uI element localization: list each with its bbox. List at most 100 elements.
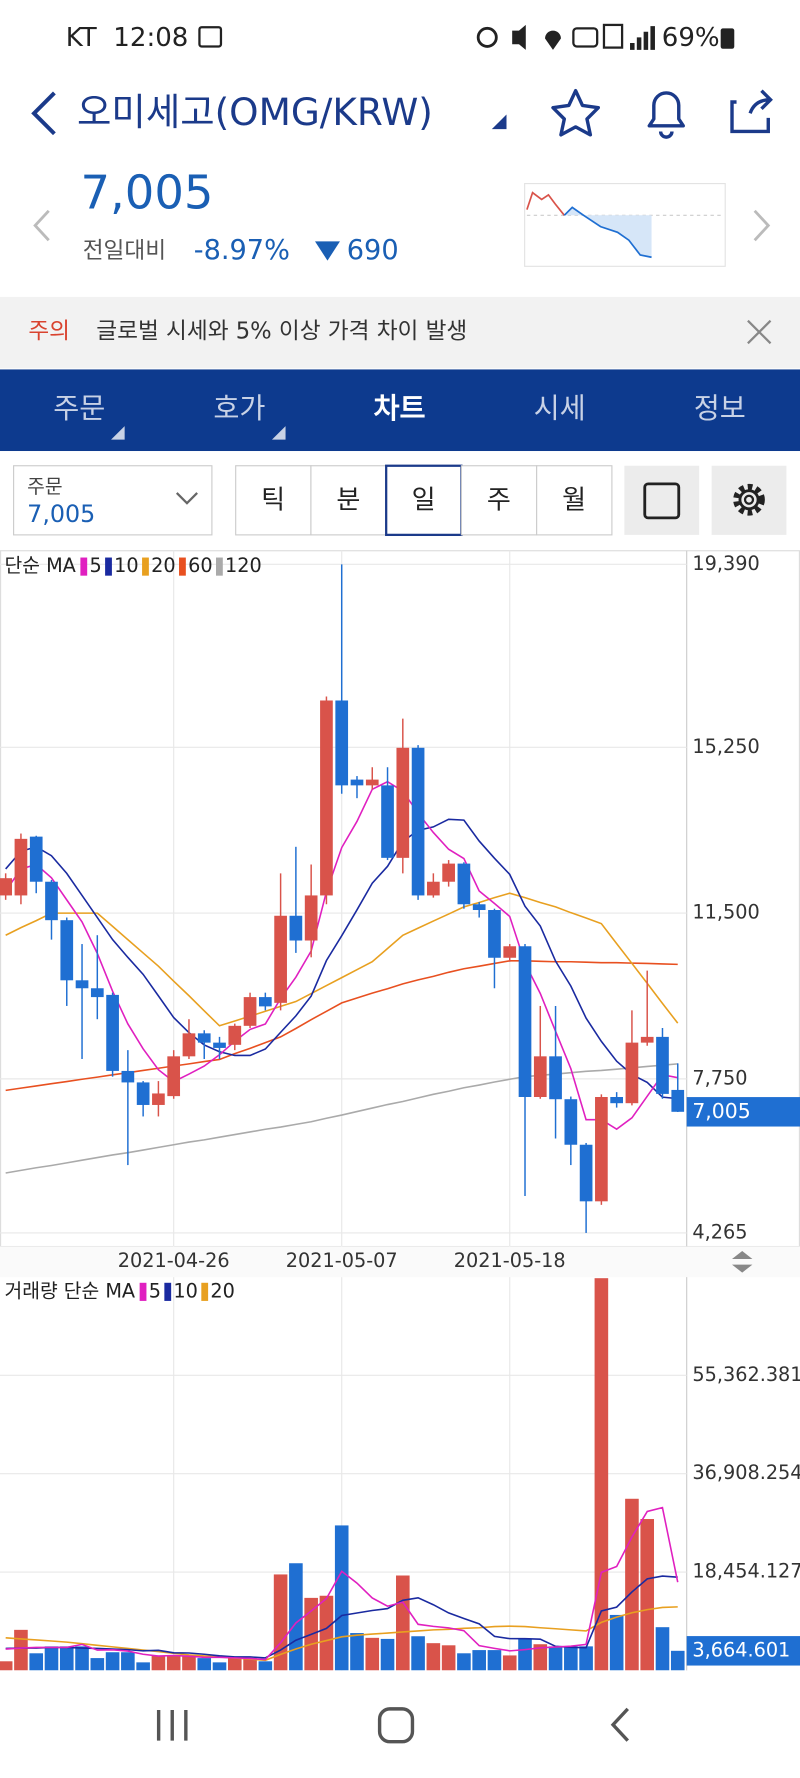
volume-bar <box>136 1662 150 1671</box>
volume-bar <box>0 1661 13 1671</box>
legend-swatch <box>80 557 88 576</box>
notice-text: 글로벌 시세와 5% 이상 가격 차이 발생 <box>96 319 467 345</box>
y-tick-label: 15,250 <box>692 735 759 758</box>
volume-bar <box>594 1278 609 1671</box>
tab[interactable]: 호가 <box>213 392 265 425</box>
candle-body <box>0 878 13 896</box>
candle-body <box>228 1025 242 1045</box>
coin-title[interactable]: 오미세고(OMG/KRW) <box>77 90 433 134</box>
candle-body <box>365 779 379 786</box>
battery-icon <box>720 28 735 49</box>
volume-bar <box>197 1658 212 1671</box>
candle-body <box>595 1096 608 1202</box>
volume-bar <box>334 1525 349 1671</box>
signal-icon <box>630 26 655 50</box>
period-button[interactable] <box>310 465 387 536</box>
drawing-button[interactable] <box>624 465 700 535</box>
candle-body <box>610 1096 624 1104</box>
legend-title: 거래량 단순 MA <box>5 1279 136 1302</box>
volume-bar <box>319 1595 334 1671</box>
ma-line <box>5 1506 679 1661</box>
legend-swatch <box>164 1282 172 1301</box>
order-box[interactable] <box>13 465 213 536</box>
ma-line <box>5 892 679 1027</box>
volume-bar <box>579 1646 593 1671</box>
tab[interactable]: 차트 <box>373 392 425 425</box>
y-tick-label: 19,390 <box>692 552 759 575</box>
y-tick-label: 4,265 <box>692 1220 747 1243</box>
notice-bar <box>0 296 800 369</box>
period-button[interactable] <box>536 465 613 536</box>
candle-body <box>304 895 318 941</box>
candle-body <box>457 863 471 905</box>
price-badge-label: 7,005 <box>692 1099 750 1123</box>
candle-body <box>213 1042 226 1048</box>
volume-bar <box>289 1563 303 1671</box>
5g-icon <box>602 23 624 49</box>
volume-badge-label: 3,664.601 <box>692 1638 790 1661</box>
settings-ring <box>738 489 760 511</box>
ma-line <box>5 960 678 1092</box>
alert-button[interactable] <box>647 91 685 139</box>
candle-body <box>121 1070 135 1083</box>
status-bar: KT 12:08 69% <box>66 23 735 53</box>
volume-bar <box>243 1658 257 1671</box>
legend-title: 단순 MA <box>5 554 77 577</box>
candle-body <box>503 946 517 958</box>
prev-coin[interactable] <box>33 209 50 242</box>
recent-apps[interactable] <box>156 1710 188 1741</box>
y-tick-label: 36,908.254 <box>692 1461 800 1484</box>
legend-label: 10 <box>173 1279 197 1302</box>
volume-bar <box>487 1650 502 1671</box>
home-button[interactable] <box>377 1707 415 1744</box>
change-label: 전일대비 <box>83 238 166 264</box>
period-button[interactable] <box>235 465 312 536</box>
candle-body <box>640 1036 654 1043</box>
location-icon <box>545 30 561 50</box>
candle-body <box>75 980 89 989</box>
candle-body <box>136 1082 150 1105</box>
volume-bar <box>609 1614 624 1671</box>
volume-bar <box>670 1650 685 1671</box>
volume-bar <box>472 1650 486 1671</box>
y-tick-label: 7,750 <box>692 1066 747 1089</box>
volume-bar <box>212 1662 227 1671</box>
candle-body <box>106 994 119 1071</box>
candle-body <box>274 915 287 1003</box>
candle-body <box>320 700 333 896</box>
order-dropdown <box>175 492 198 505</box>
candle-body <box>152 1093 165 1105</box>
period-button[interactable] <box>460 465 538 536</box>
legend-label: 5 <box>89 554 101 577</box>
date-axis <box>0 1246 800 1278</box>
legend-label: 20 <box>151 554 175 577</box>
mute-icon <box>512 24 526 50</box>
period-button[interactable] <box>385 464 463 537</box>
tab[interactable]: 시세 <box>534 392 586 425</box>
back-button[interactable] <box>31 91 56 136</box>
favorite-button[interactable] <box>551 88 600 137</box>
back-nav[interactable] <box>610 1707 630 1742</box>
volume-badge <box>686 1636 800 1666</box>
candle-body <box>335 700 349 786</box>
period-label: 분 <box>336 485 360 515</box>
notice-close[interactable] <box>747 319 772 345</box>
share-button[interactable] <box>730 89 773 134</box>
tab[interactable]: 정보 <box>694 392 746 425</box>
ma-line <box>5 818 678 1100</box>
panel-resizer[interactable] <box>732 1251 753 1273</box>
period-label: 주 <box>487 485 511 515</box>
legend-label: 120 <box>225 554 262 577</box>
candle-body <box>442 863 455 882</box>
notice-tag: 주의 <box>28 319 70 345</box>
change-amount: 690 <box>347 235 399 266</box>
candle-body <box>518 946 532 1097</box>
candle-body <box>671 1089 685 1112</box>
tab-bar <box>0 369 800 452</box>
next-coin[interactable] <box>753 209 771 242</box>
sparkline-area <box>564 207 652 258</box>
tab[interactable]: 주문 <box>53 392 105 425</box>
ma-line <box>5 1063 678 1174</box>
settings-button[interactable] <box>711 465 787 535</box>
battery-level: 69% <box>662 23 720 53</box>
